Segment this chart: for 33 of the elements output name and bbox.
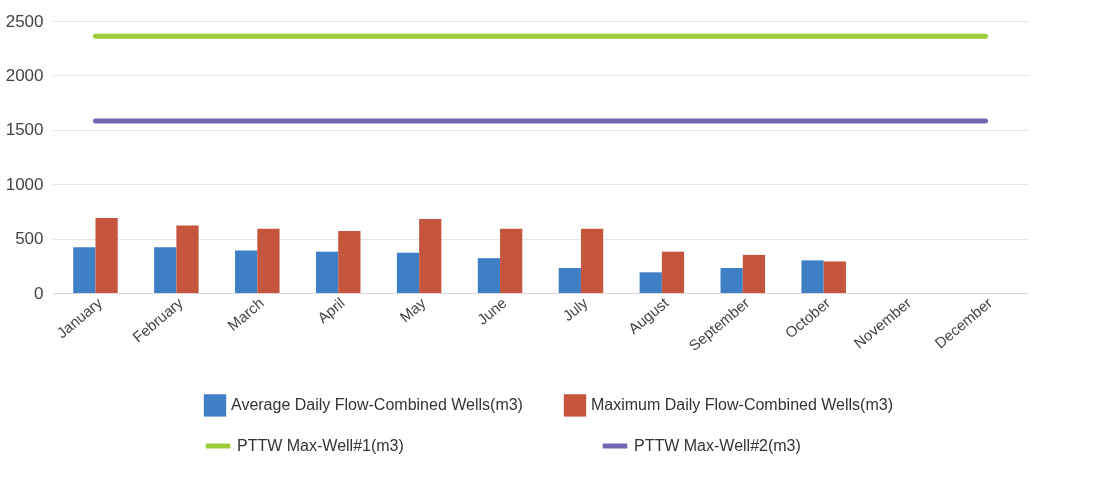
bar — [742, 254, 766, 293]
bar — [338, 230, 361, 293]
bar — [154, 247, 177, 293]
bar — [396, 252, 420, 293]
legend-label: PTTW Max-Well#1(m3) — [237, 437, 404, 454]
bar — [477, 258, 501, 293]
bar — [639, 272, 662, 293]
y-tick-label: 2000 — [5, 65, 44, 85]
bar — [720, 267, 743, 293]
legend-label: Maximum Daily Flow-Combined Wells(m3) — [591, 396, 893, 414]
bar — [176, 225, 199, 293]
bar — [500, 228, 523, 293]
x-tick-label: May — [396, 293, 430, 326]
y-tick-label: 500 — [15, 229, 44, 249]
x-tick-label: June — [473, 293, 510, 328]
y-tick-label: 0 — [34, 283, 44, 303]
bar — [823, 261, 846, 293]
y-tick-label: 2500 — [5, 11, 44, 31]
x-tick-label: July — [559, 293, 591, 325]
legend-label: PTTW Max-Well#2(m3) — [634, 437, 801, 454]
bar — [801, 260, 824, 293]
bar — [95, 217, 118, 293]
bar — [558, 267, 581, 293]
legend-label: Average Daily Flow-Combined Wells(m3) — [231, 396, 523, 414]
bar — [661, 251, 685, 293]
bar — [257, 228, 280, 293]
bar — [419, 219, 442, 293]
y-tick-label: 1500 — [5, 120, 44, 140]
y-tick-label: 1000 — [5, 174, 44, 194]
bar — [580, 228, 604, 293]
bar — [235, 250, 258, 293]
bar — [73, 247, 96, 293]
bar — [315, 251, 339, 293]
